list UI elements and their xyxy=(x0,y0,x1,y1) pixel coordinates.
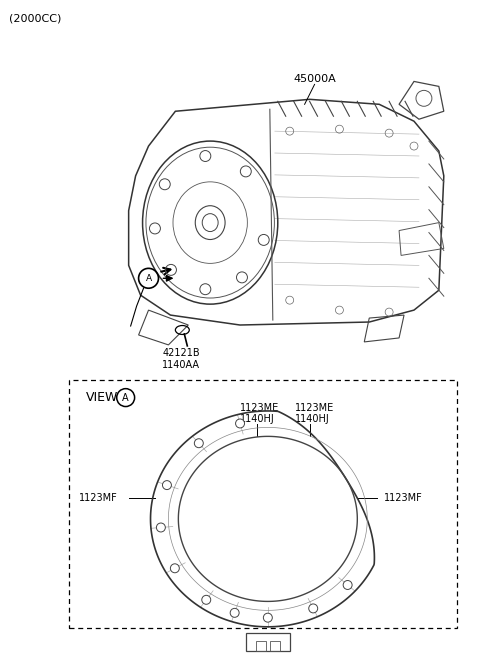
Bar xyxy=(270,641,280,651)
Circle shape xyxy=(202,595,211,605)
Circle shape xyxy=(230,608,239,617)
Circle shape xyxy=(156,523,165,532)
Text: 1140AA: 1140AA xyxy=(162,360,201,370)
Circle shape xyxy=(264,613,272,622)
Text: 1140HJ: 1140HJ xyxy=(295,415,329,424)
Text: 1123ME: 1123ME xyxy=(295,403,334,413)
Text: 1123ME: 1123ME xyxy=(240,403,279,413)
Text: A: A xyxy=(122,392,129,403)
Circle shape xyxy=(309,604,318,613)
Text: 42121B: 42121B xyxy=(162,348,200,358)
Circle shape xyxy=(236,419,244,428)
Circle shape xyxy=(162,481,171,489)
Text: 1140HJ: 1140HJ xyxy=(240,415,275,424)
Circle shape xyxy=(194,439,204,447)
Text: 1123MF: 1123MF xyxy=(384,493,423,503)
Text: (2000CC): (2000CC) xyxy=(9,14,62,24)
Circle shape xyxy=(170,564,180,572)
Bar xyxy=(246,633,290,651)
Bar xyxy=(69,380,457,628)
Text: A: A xyxy=(145,274,152,283)
Bar xyxy=(256,641,266,651)
Circle shape xyxy=(343,580,352,590)
Text: 1123MF: 1123MF xyxy=(79,493,118,503)
Text: 45000A: 45000A xyxy=(293,75,336,84)
Text: VIEW: VIEW xyxy=(86,391,118,404)
